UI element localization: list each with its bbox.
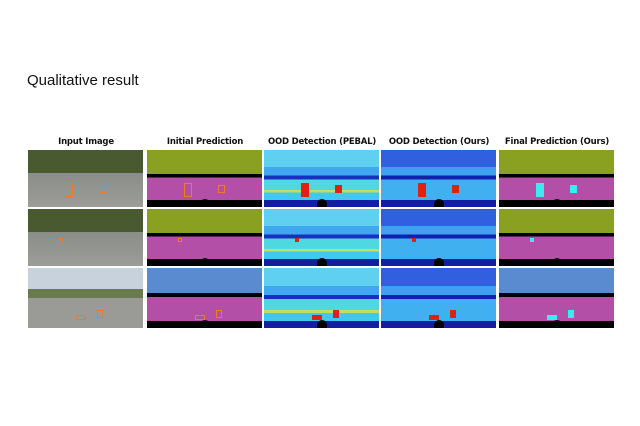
figure-image-r3-input — [28, 268, 143, 328]
ego-car-hood — [551, 199, 562, 207]
figure-image-r3-initial-prediction — [147, 268, 262, 328]
column-header: Input Image — [58, 137, 114, 147]
anomaly-region — [417, 183, 426, 198]
figure-image-r1-ood-pebal — [264, 150, 379, 207]
anomaly-region — [547, 314, 558, 320]
ego-car-hood — [199, 258, 210, 266]
anomaly-region — [570, 185, 578, 194]
figure-image-r1-final-prediction — [499, 150, 614, 207]
anomaly-region — [450, 310, 456, 318]
ego-car-hood — [433, 320, 444, 328]
anomaly-region — [216, 310, 222, 318]
ego-car-hood — [433, 258, 444, 266]
figure-image-r2-input — [28, 209, 143, 266]
ego-car-hood — [433, 199, 444, 207]
anomaly-region — [300, 183, 309, 198]
anomaly-region — [335, 185, 343, 194]
anomaly-region — [195, 314, 206, 320]
anomaly-region — [97, 310, 103, 318]
anomaly-region — [312, 314, 323, 320]
anomaly-region — [76, 314, 87, 320]
ego-car-hood — [316, 199, 327, 207]
anomaly-region — [333, 310, 339, 318]
figure-image-r2-initial-prediction — [147, 209, 262, 266]
anomaly-region — [295, 237, 300, 242]
anomaly-region — [178, 237, 183, 242]
figure-image-r3-final-prediction — [499, 268, 614, 328]
ego-car-hood — [551, 258, 562, 266]
anomaly-region — [412, 237, 417, 242]
column-header: OOD Detection (Ours) — [388, 137, 490, 147]
anomaly-region — [530, 237, 535, 242]
figure-image-r1-initial-prediction — [147, 150, 262, 207]
anomaly-region — [568, 310, 574, 318]
figure-image-r3-ood-pebal — [264, 268, 379, 328]
column-header: Initial Prediction — [166, 137, 244, 147]
figure-image-r2-final-prediction — [499, 209, 614, 266]
anomaly-region — [535, 183, 544, 198]
figure-image-r2-ood-ours — [381, 209, 496, 266]
slide-title: Qualitative result — [27, 72, 139, 89]
figure-image-r1-ood-ours — [381, 150, 496, 207]
ego-car-hood — [551, 320, 562, 328]
anomaly-region — [452, 185, 460, 194]
figure-image-r3-ood-ours — [381, 268, 496, 328]
anomaly-region — [429, 314, 440, 320]
column-header: Final Prediction (Ours) — [504, 137, 610, 147]
anomaly-region — [59, 237, 64, 242]
ego-car-hood — [316, 258, 327, 266]
figure-image-r2-ood-pebal — [264, 209, 379, 266]
anomaly-region — [218, 185, 226, 194]
figure-image-r1-input — [28, 150, 143, 207]
ego-car-hood — [199, 320, 210, 328]
anomaly-region — [183, 183, 192, 198]
ego-car-hood — [199, 199, 210, 207]
anomaly-region — [99, 185, 107, 194]
ego-car-hood — [316, 320, 327, 328]
column-header: OOD Detection (PEBAL) — [267, 137, 377, 147]
anomaly-region — [64, 183, 73, 198]
